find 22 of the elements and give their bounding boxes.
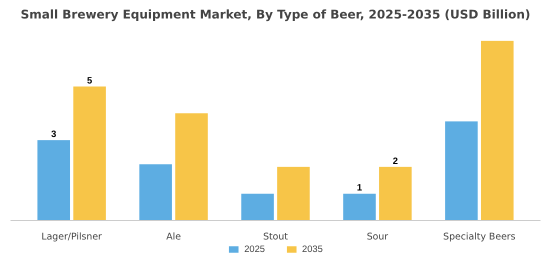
data-label: 5 [87, 75, 92, 86]
x-tick-label: Specialty Beers [443, 232, 516, 243]
bar [241, 194, 274, 221]
bar [379, 166, 412, 221]
bar [175, 113, 208, 221]
x-tick-label: Sour [366, 232, 388, 243]
bar [139, 164, 172, 221]
bar [73, 86, 106, 221]
bar [445, 121, 478, 221]
data-label: 1 [356, 182, 362, 193]
bar [343, 194, 376, 221]
data-label: 2 [392, 156, 398, 166]
chart-title: Small Brewery Equipment Market, By Type of Beer, 2025-2035 (USD Billion) [20, 8, 530, 22]
bar [37, 140, 70, 221]
bar [480, 40, 514, 221]
legend-label: 2025 [244, 244, 265, 254]
x-tick-label: Stout [263, 232, 288, 243]
legend-label: 2035 [302, 244, 323, 254]
data-label: 3 [51, 129, 56, 140]
bar [277, 166, 310, 221]
x-tick-label: Lager/Pilsner [41, 232, 102, 243]
x-tick-label: Ale [166, 232, 182, 243]
